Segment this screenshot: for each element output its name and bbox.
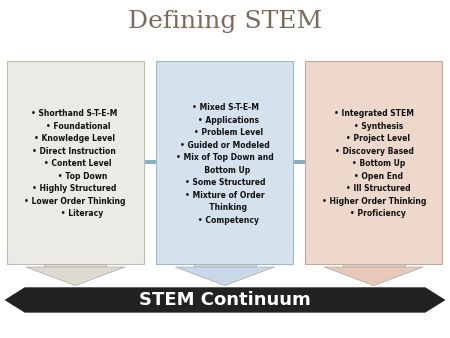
Text: • Mixed S-T-E-M
   • Applications
   • Problem Level
• Guided or Modeled
• Mix o: • Mixed S-T-E-M • Applications • Problem…	[176, 103, 274, 225]
Bar	[45, 264, 106, 267]
Polygon shape	[324, 267, 423, 286]
Polygon shape	[26, 267, 125, 286]
Text: • Integrated STEM
   • Synthesis
   • Project Level
• Discovery Based
   • Botto: • Integrated STEM • Synthesis • Project …	[322, 110, 427, 218]
Text: Defining STEM: Defining STEM	[128, 10, 322, 33]
Polygon shape	[176, 267, 274, 286]
Bar	[7, 61, 144, 264]
Bar	[140, 160, 310, 164]
Bar	[156, 61, 293, 264]
Text: • Shorthand S-T-E-M
   • Foundational
• Knowledge Level
• Direct Instruction
   : • Shorthand S-T-E-M • Foundational • Kno…	[23, 110, 125, 218]
Text: STEM Continuum: STEM Continuum	[139, 291, 311, 309]
Polygon shape	[4, 287, 446, 313]
Bar	[305, 61, 442, 264]
Bar	[194, 264, 256, 267]
Bar	[343, 264, 405, 267]
